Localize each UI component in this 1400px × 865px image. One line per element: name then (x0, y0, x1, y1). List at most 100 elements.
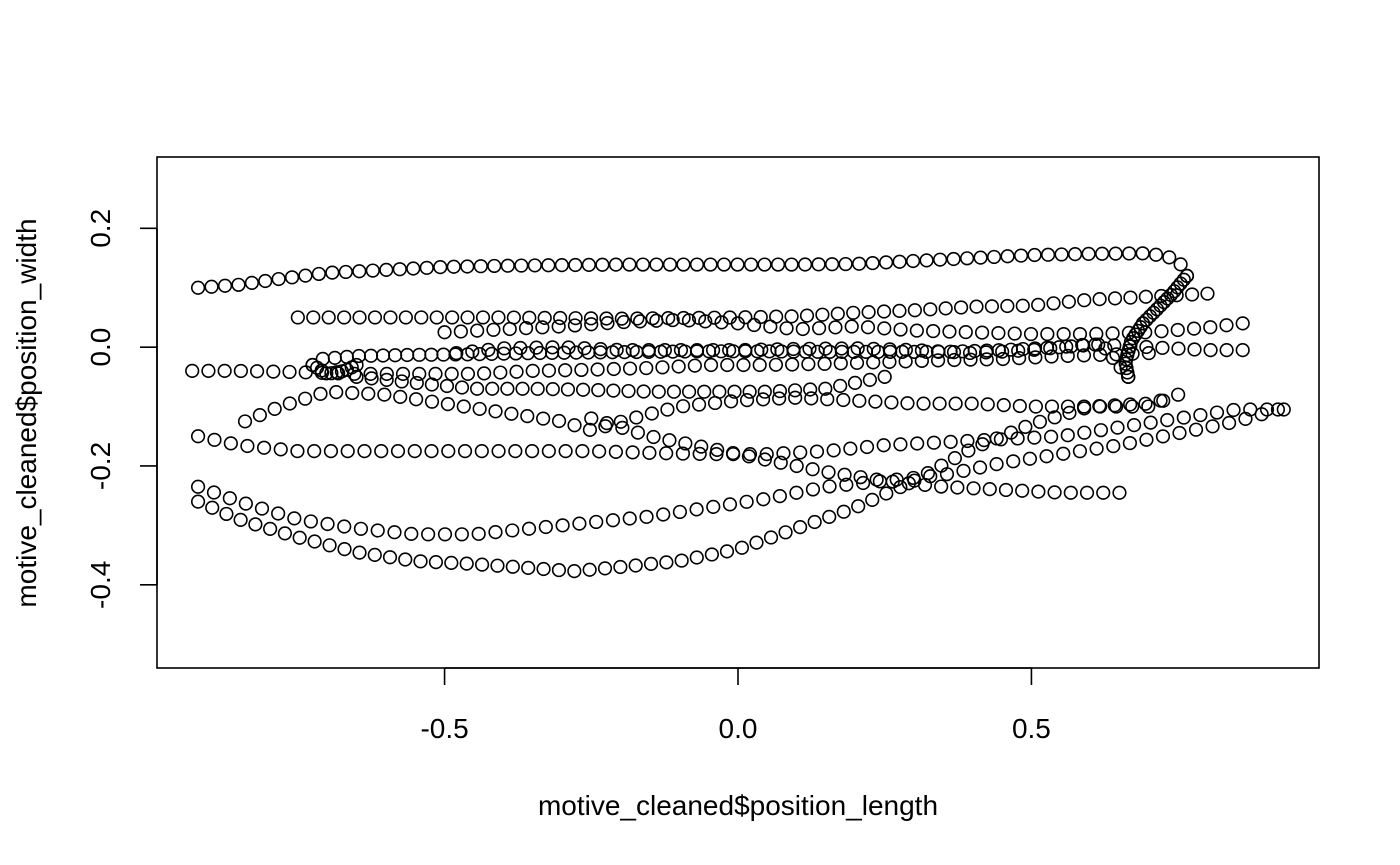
data-point (754, 342, 769, 357)
data-point (1110, 420, 1125, 435)
data-point (505, 559, 520, 574)
data-point (734, 540, 750, 555)
data-point (659, 555, 674, 570)
data-point (689, 550, 704, 565)
data-point (821, 465, 836, 480)
data-point (1121, 325, 1137, 340)
data-point (313, 386, 328, 401)
data-point (1112, 485, 1127, 500)
data-point (460, 259, 475, 274)
data-point (606, 361, 621, 377)
data-point (934, 479, 949, 494)
data-point (1226, 402, 1241, 418)
data-point (757, 257, 772, 272)
data-point (238, 496, 253, 511)
data-point (1141, 345, 1156, 361)
data-point (752, 357, 767, 373)
data-point (201, 363, 216, 379)
data-point (568, 257, 583, 273)
data-point (893, 322, 908, 337)
data-point (404, 526, 419, 542)
data-point (898, 354, 913, 369)
data-point (681, 313, 697, 328)
y-axis: -0.4 -0.2 0.0 0.2 (85, 209, 158, 609)
data-point (1060, 348, 1075, 363)
data-point (555, 518, 570, 533)
data-point (673, 343, 689, 358)
data-point (1075, 337, 1090, 353)
data-point (484, 346, 499, 362)
data-point (1109, 347, 1124, 362)
data-point (852, 393, 867, 408)
data-point (577, 341, 592, 356)
data-point (919, 253, 934, 268)
data-point (1203, 343, 1218, 358)
data-point (395, 366, 411, 381)
data-point (727, 384, 742, 399)
data-point (551, 562, 567, 578)
data-point (1169, 288, 1184, 303)
data-point (622, 511, 637, 526)
data-point (784, 257, 799, 272)
x-tick-label: 0.5 (1012, 713, 1051, 744)
data-point (807, 514, 822, 530)
data-point (818, 381, 833, 396)
data-point (382, 550, 398, 565)
data-point (459, 556, 474, 571)
data-point (521, 560, 536, 575)
data-point (364, 371, 379, 386)
data-point (1015, 483, 1030, 498)
data-point (437, 325, 452, 340)
data-point (1148, 247, 1164, 262)
data-point (866, 355, 881, 370)
data-point (662, 257, 678, 272)
data-point (1023, 326, 1039, 342)
data-point (876, 304, 892, 319)
data-point (1012, 351, 1027, 366)
data-point (545, 382, 560, 397)
data-point (1091, 337, 1106, 352)
data-point (1188, 422, 1204, 437)
data-point (859, 439, 875, 455)
data-point (551, 413, 567, 429)
data-point (394, 374, 409, 389)
data-point (1092, 398, 1107, 414)
data-point (424, 394, 440, 409)
data-point (1138, 325, 1153, 340)
data-point (574, 362, 589, 378)
data-point (950, 480, 965, 495)
data-point (353, 521, 369, 536)
data-point (271, 271, 286, 287)
data-point (757, 384, 772, 399)
data-point (1154, 324, 1169, 339)
data-point (379, 262, 394, 277)
data-point (535, 320, 550, 335)
data-point (337, 541, 352, 557)
data-point (263, 521, 278, 536)
data-point (837, 467, 852, 482)
data-point (1032, 414, 1048, 429)
data-point (474, 557, 490, 572)
data-point (893, 479, 908, 495)
data-point (1018, 419, 1033, 434)
data-point (493, 365, 508, 380)
data-point (938, 301, 953, 316)
data-point (948, 396, 963, 411)
data-point (964, 396, 979, 411)
data-point (877, 321, 892, 336)
data-point (1171, 341, 1186, 356)
data-point (515, 381, 530, 396)
data-point (290, 443, 305, 459)
data-point (1254, 407, 1269, 422)
data-point (500, 258, 515, 273)
data-point (998, 482, 1014, 498)
data-point (509, 364, 524, 379)
data-point (1135, 316, 1151, 331)
data-point (862, 372, 877, 387)
data-point (608, 444, 623, 459)
data-point (681, 384, 697, 399)
y-axis-title: motive_cleaned$position_width (11, 218, 42, 607)
data-point (349, 369, 364, 384)
data-point (1056, 446, 1071, 461)
data-point (850, 341, 865, 356)
